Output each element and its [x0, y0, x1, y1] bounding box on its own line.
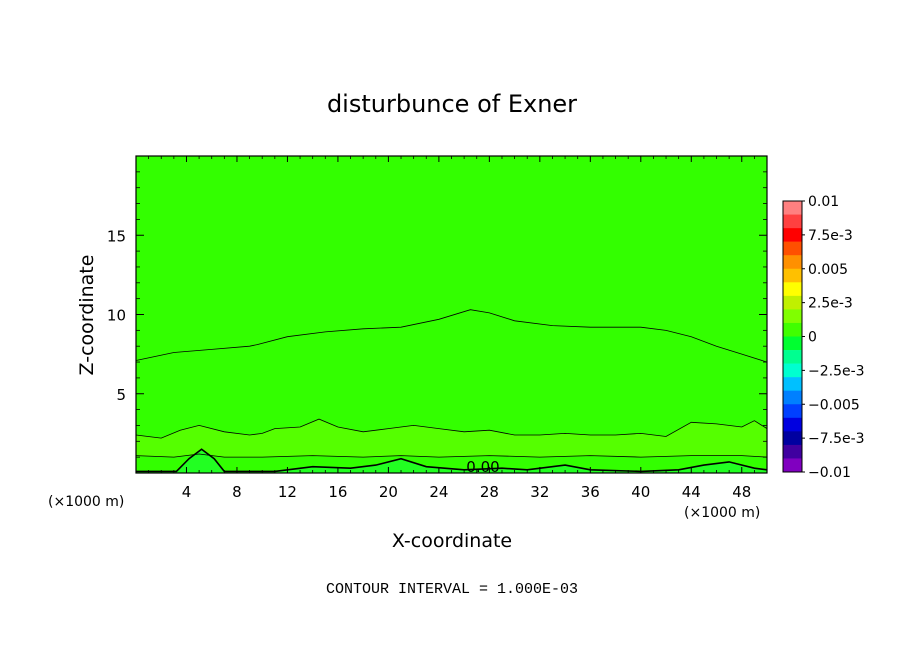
- colorbar: 0.01 7.5e-3 0.005 2.5e-3 0 −2.5e-3 −0.005 −7.5e…: [782, 194, 865, 481]
- colorbar-cell: [783, 336, 802, 351]
- colorbar-cell: [783, 417, 802, 432]
- x-tick-label: 4: [182, 483, 192, 501]
- y-axis-label: Z-coordinate: [76, 255, 98, 376]
- y-tick-label: 10: [107, 307, 126, 325]
- x-tick-label: 44: [682, 483, 701, 501]
- colorbar-label: 0.01: [808, 194, 839, 210]
- colorbar-label: −7.5e-3: [808, 431, 865, 447]
- y-tick-label: 15: [107, 227, 126, 245]
- contour-line: [135, 418, 768, 439]
- x-tick-label: 20: [379, 483, 398, 501]
- x-unit-left: (×1000 m): [48, 494, 124, 510]
- colorbar-cell: [783, 309, 802, 324]
- colorbar-cell: [783, 431, 802, 446]
- x-unit-right: (×1000 m): [684, 505, 760, 521]
- colorbar-cells: [783, 201, 802, 473]
- x-tick-label: 28: [480, 483, 499, 501]
- contour-line: [135, 309, 768, 363]
- colorbar-cell: [783, 201, 802, 215]
- colorbar-cell: [783, 241, 802, 256]
- colorbar-label: −2.5e-3: [808, 363, 865, 379]
- colorbar-cell: [783, 295, 802, 310]
- contour-label: 0.00: [466, 458, 499, 476]
- colorbar-cell: [783, 363, 802, 378]
- colorbar-cell: [783, 444, 802, 459]
- y-axis-ticks: 5 10 15: [107, 171, 767, 458]
- colorbar-label: 7.5e-3: [808, 228, 853, 244]
- contour-interval-note: CONTOUR INTERVAL = 1.000E-03: [326, 581, 578, 598]
- colorbar-cell: [783, 458, 802, 473]
- colorbar-label: 2.5e-3: [808, 296, 853, 312]
- colorbar-label: −0.01: [808, 465, 851, 481]
- x-tick-label: 36: [581, 483, 600, 501]
- x-tick-label: 48: [732, 483, 751, 501]
- colorbar-label: 0: [808, 330, 817, 346]
- colorbar-cell: [783, 322, 802, 337]
- colorbar-cell: [783, 255, 802, 270]
- colorbar-label: 0.005: [808, 262, 848, 278]
- colorbar-cell: [783, 214, 802, 229]
- contour-lines: [135, 309, 768, 473]
- contour-bands: [136, 309, 767, 473]
- colorbar-cell: [783, 404, 802, 419]
- colorbar-cell: [783, 228, 802, 242]
- x-axis-ticks: 4 8 12 16 20 24 28 32 36 40 44 48: [148, 156, 755, 501]
- contour-line: [136, 448, 768, 473]
- colorbar-cell: [783, 377, 802, 391]
- colorbar-cell: [783, 268, 802, 283]
- colorbar-cell: [783, 282, 802, 297]
- x-tick-label: 12: [278, 483, 297, 501]
- y-tick-label: 5: [116, 386, 126, 404]
- x-tick-label: 40: [631, 483, 650, 501]
- chart-title: disturbunce of Exner: [327, 90, 577, 118]
- x-tick-label: 32: [530, 483, 549, 501]
- colorbar-labels: 0.01 7.5e-3 0.005 2.5e-3 0 −2.5e-3 −0.005 −7.5e…: [802, 194, 865, 481]
- colorbar-cell: [783, 350, 802, 364]
- colorbar-label: −0.005: [808, 397, 860, 413]
- x-tick-label: 8: [232, 483, 242, 501]
- contour-line: [135, 453, 768, 458]
- x-tick-label: 24: [429, 483, 448, 501]
- colorbar-cell: [783, 390, 802, 405]
- x-axis-label: X-coordinate: [392, 530, 512, 552]
- x-tick-label: 16: [328, 483, 347, 501]
